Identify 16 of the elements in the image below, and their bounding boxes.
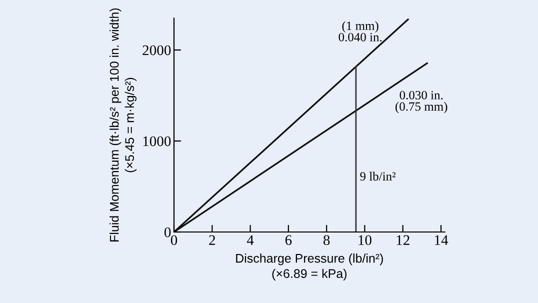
y-tick-label: 0 <box>164 227 171 238</box>
x-tick-label: 4 <box>246 235 254 245</box>
x-tick-label: 8 <box>323 235 330 246</box>
x-axis-title: Discharge Pressure (lb/in²) (×6.89 = kPa) <box>236 254 383 280</box>
ref-line-label: 9 lb/in² <box>360 172 396 181</box>
x-tick-label: 14 <box>434 235 448 245</box>
y-tick-label: 2000 <box>142 45 171 56</box>
x-tick-label: 6 <box>285 235 292 246</box>
x-tick-label: 10 <box>358 235 372 246</box>
y-axis-title: Fluid Momentum (ft·lb/s² per 100 in. width) (×5.45 = m·kg/s²) <box>110 8 136 242</box>
series-label: 0.030 in. (0.75 mm) <box>396 90 448 114</box>
x-tick-label: 2 <box>209 235 215 245</box>
series-label: (1 mm) 0.040 in. <box>338 21 382 42</box>
y-tick-label: 1000 <box>143 136 171 146</box>
x-tick-label: 12 <box>396 235 410 245</box>
x-tick-label: 0 <box>170 235 178 246</box>
